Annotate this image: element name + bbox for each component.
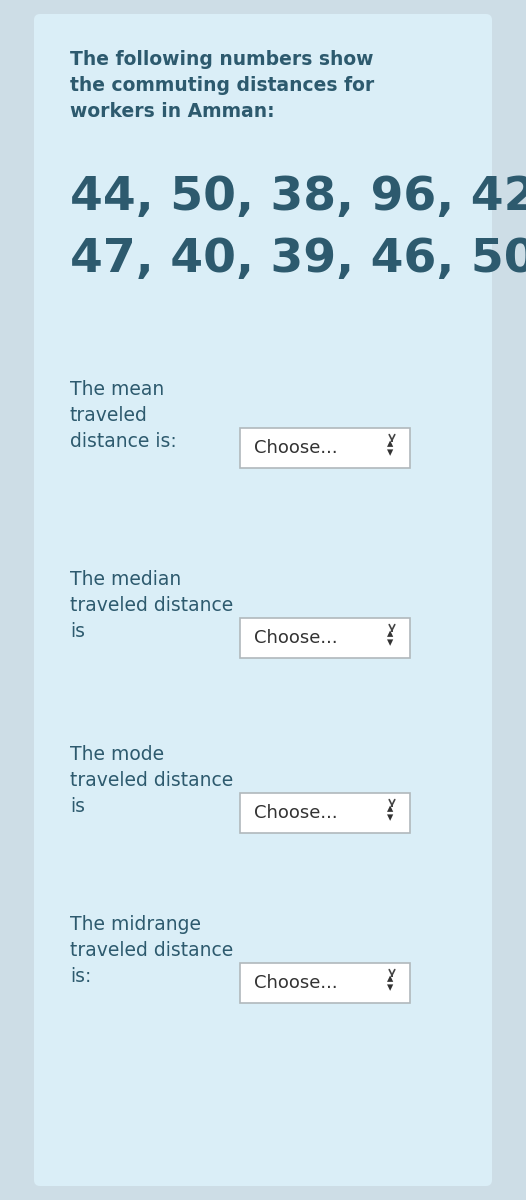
Text: is: is	[70, 622, 85, 641]
Text: The following numbers show: The following numbers show	[70, 50, 373, 68]
Text: traveled distance: traveled distance	[70, 941, 233, 960]
Text: 47, 40, 39, 46, 50: 47, 40, 39, 46, 50	[70, 236, 526, 282]
Text: The mode: The mode	[70, 745, 164, 764]
Text: The median: The median	[70, 570, 181, 589]
Text: distance is:: distance is:	[70, 432, 177, 451]
Text: Choose...: Choose...	[254, 804, 338, 822]
Text: traveled: traveled	[70, 406, 148, 425]
Text: ▴
▾: ▴ ▾	[387, 802, 393, 824]
Text: ▴
▾: ▴ ▾	[387, 437, 393, 458]
Text: traveled distance: traveled distance	[70, 770, 233, 790]
FancyBboxPatch shape	[240, 428, 410, 468]
Text: traveled distance: traveled distance	[70, 596, 233, 614]
Text: ▴
▾: ▴ ▾	[387, 626, 393, 649]
Text: 44, 50, 38, 96, 42,: 44, 50, 38, 96, 42,	[70, 175, 526, 220]
Text: the commuting distances for: the commuting distances for	[70, 76, 375, 95]
Text: Choose...: Choose...	[254, 629, 338, 647]
Text: The mean: The mean	[70, 380, 164, 398]
FancyBboxPatch shape	[34, 14, 492, 1186]
Text: workers in Amman:: workers in Amman:	[70, 102, 275, 121]
Text: The midrange: The midrange	[70, 914, 201, 934]
Text: ▴
▾: ▴ ▾	[387, 972, 393, 994]
Text: Choose...: Choose...	[254, 439, 338, 457]
Text: is:: is:	[70, 967, 92, 986]
Text: Choose...: Choose...	[254, 974, 338, 992]
FancyBboxPatch shape	[240, 793, 410, 833]
FancyBboxPatch shape	[240, 618, 410, 658]
Text: is: is	[70, 797, 85, 816]
FancyBboxPatch shape	[240, 962, 410, 1003]
